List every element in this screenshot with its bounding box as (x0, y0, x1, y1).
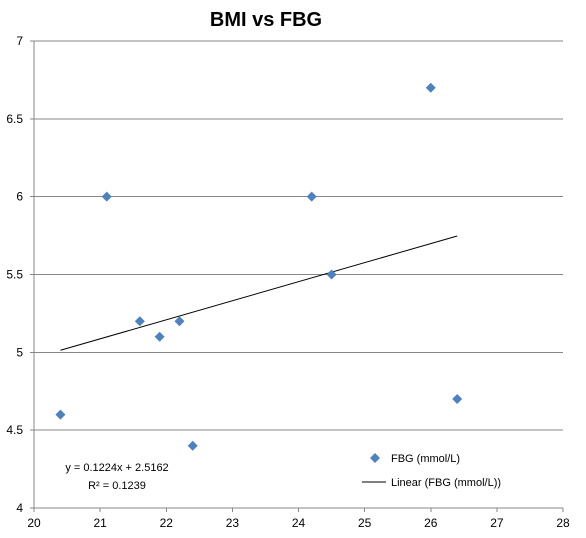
trendline-path (60, 235, 458, 351)
y-tick-label: 4.5 (6, 423, 23, 437)
r-squared-label: R² = 0.1239 (88, 480, 146, 492)
legend-diamond-marker (370, 453, 380, 463)
legend-series-label: FBG (mmol/L) (391, 453, 460, 465)
y-tick-label: 5 (16, 345, 23, 359)
x-tick-label: 20 (27, 516, 41, 530)
data-point (425, 82, 436, 93)
y-tick-label: 6.5 (6, 112, 23, 126)
data-point (187, 440, 198, 451)
x-tick-label: 23 (226, 516, 240, 530)
legend: FBG (mmol/L) Linear (FBG (mmol/L)) (362, 453, 501, 489)
y-tick-label: 5.5 (6, 268, 23, 282)
x-tick-label: 22 (160, 516, 174, 530)
legend-trendline-label: Linear (FBG (mmol/L)) (391, 477, 501, 489)
x-tick-label: 24 (292, 516, 306, 530)
y-tick-label: 6 (16, 190, 23, 204)
trendline (60, 235, 458, 351)
gridlines (34, 40, 563, 509)
equation-label: y = 0.1224x + 2.5162 (65, 462, 168, 474)
x-tick-label: 26 (424, 516, 438, 530)
x-axis-tick-labels: 20 21 22 23 24 25 26 27 28 (27, 516, 570, 530)
data-point (174, 316, 185, 327)
y-tick-label: 7 (16, 34, 23, 48)
data-point (326, 269, 337, 280)
y-axis-tick-labels: 4 4.5 5 5.5 6 6.5 7 (6, 34, 23, 515)
chart-title: BMI vs FBG (210, 9, 322, 31)
data-point (154, 331, 165, 342)
y-tick-label: 4 (16, 501, 23, 515)
x-tick-label: 27 (490, 516, 504, 530)
data-point (452, 394, 463, 405)
x-tick-label: 21 (93, 516, 107, 530)
x-tick-label: 25 (358, 516, 372, 530)
axes (30, 40, 564, 512)
data-point (101, 191, 112, 202)
data-points (55, 82, 463, 451)
data-point (306, 191, 317, 202)
data-point (55, 409, 66, 420)
x-tick-label: 28 (556, 516, 570, 530)
trendline-equation: y = 0.1224x + 2.5162 R² = 0.1239 (65, 462, 168, 492)
data-point (134, 316, 145, 327)
